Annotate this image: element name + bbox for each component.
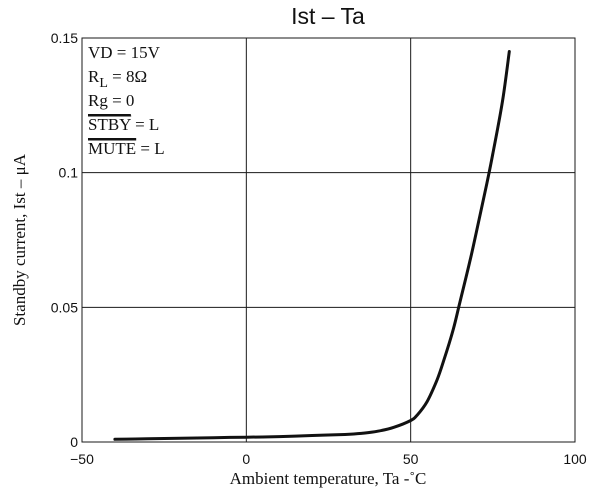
condition-rl: RL = 8Ω: [88, 67, 147, 91]
y-tick-label: 0: [70, 434, 78, 450]
y-tick-label: 0.15: [51, 30, 78, 46]
condition-mute: MUTE = L: [88, 139, 165, 158]
series-line: [113, 50, 511, 441]
condition-rg: Rg = 0: [88, 91, 134, 110]
x-tick-label: 0: [242, 451, 250, 467]
curve-layer: [113, 50, 511, 441]
grid: [82, 38, 575, 442]
plot-frame: [81, 37, 576, 443]
x-axis-label: Ambient temperature, Ta -˚C: [230, 469, 427, 488]
condition-vd: VD = 15V: [88, 43, 161, 62]
chart-title: Ist – Ta: [291, 3, 365, 29]
condition-stby: STBY = L: [88, 115, 159, 134]
x-tick-label: 50: [403, 451, 419, 467]
y-tick-label: 0.1: [59, 165, 79, 181]
x-tick-label: −50: [70, 451, 94, 467]
y-tick-label: 0.05: [51, 299, 78, 315]
y-axis-label: Standby current, Ist – μA: [10, 153, 29, 326]
x-tick-label: 100: [563, 451, 587, 467]
